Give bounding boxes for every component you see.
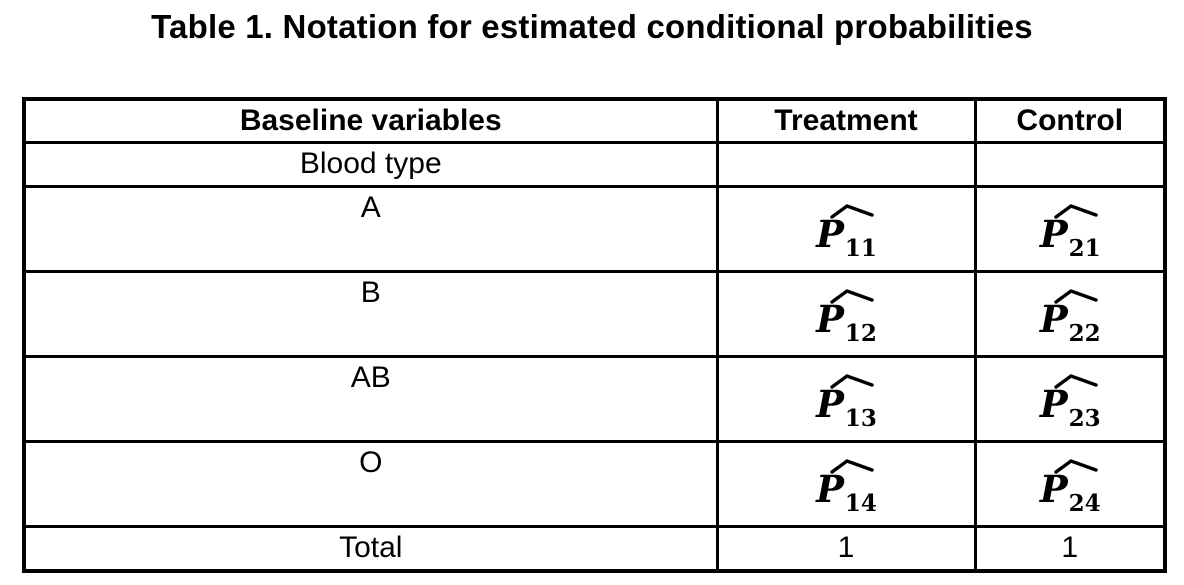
table-title: Table 1. Notation for estimated conditio…	[151, 8, 1033, 45]
p-subscript: 12	[844, 319, 877, 347]
table-row-o: O P14 P24	[22, 439, 1167, 528]
p-hat-notation: P11	[816, 203, 877, 260]
table-row-b: B P12 P22	[22, 269, 1167, 358]
hat-accent-icon	[1054, 373, 1098, 389]
row-label-b: B	[22, 269, 719, 358]
row-label-ab: AB	[22, 354, 719, 443]
row-label-blood-type: Blood type	[22, 140, 719, 188]
column-header-treatment: Treatment	[715, 97, 977, 144]
notation-table: Baseline variables Treatment Control Blo…	[22, 97, 1167, 573]
row-label-a: A	[22, 184, 719, 273]
column-header-control: Control	[973, 97, 1167, 144]
p-subscript: 24	[1068, 489, 1101, 517]
hat-accent-icon	[830, 203, 874, 219]
cell-o-control: P24	[973, 439, 1167, 528]
cell-b-control: P22	[973, 269, 1167, 358]
p-hat-notation: P12	[816, 288, 877, 345]
hat-accent-icon	[1054, 288, 1098, 304]
p-subscript: 13	[844, 404, 877, 432]
cell-o-treatment: P14	[715, 439, 977, 528]
p-subscript: 23	[1068, 404, 1101, 432]
p-hat-notation: P14	[816, 458, 877, 515]
p-hat-notation: P22	[1039, 288, 1101, 345]
column-header-baseline-variables: Baseline variables	[22, 97, 719, 144]
p-subscript: 21	[1068, 234, 1101, 262]
p-symbol: P	[1039, 466, 1068, 511]
table-row-ab: AB P13 P23	[22, 354, 1167, 443]
cell-ab-control: P23	[973, 354, 1167, 443]
p-symbol: P	[1039, 296, 1068, 341]
p-symbol: P	[816, 296, 844, 341]
p-subscript: 11	[844, 234, 877, 262]
table-row-blood-type: Blood type	[22, 140, 1167, 188]
p-subscript: 14	[844, 489, 877, 517]
p-subscript: 22	[1068, 319, 1101, 347]
cell-b-treatment: P12	[715, 269, 977, 358]
row-label-o: O	[22, 439, 719, 528]
hat-accent-icon	[1054, 458, 1098, 474]
hat-accent-icon	[830, 458, 874, 474]
cell-total-control: 1	[973, 524, 1167, 573]
cell-blood-type-control	[973, 140, 1167, 188]
table-row-a: A P11 P21	[22, 184, 1167, 273]
p-symbol: P	[816, 381, 844, 426]
p-symbol: P	[1039, 381, 1068, 426]
hat-accent-icon	[1054, 203, 1098, 219]
p-symbol: P	[1039, 211, 1068, 256]
cell-ab-treatment: P13	[715, 354, 977, 443]
p-hat-notation: P23	[1039, 373, 1101, 430]
cell-a-control: P21	[973, 184, 1167, 273]
p-symbol: P	[816, 466, 844, 511]
p-hat-notation: P13	[816, 373, 877, 430]
hat-accent-icon	[830, 288, 874, 304]
cell-total-treatment: 1	[715, 524, 977, 573]
p-symbol: P	[816, 211, 844, 256]
row-label-total: Total	[22, 524, 719, 573]
hat-accent-icon	[830, 373, 874, 389]
cell-a-treatment: P11	[715, 184, 977, 273]
cell-blood-type-treatment	[715, 140, 977, 188]
p-hat-notation: P21	[1039, 203, 1101, 260]
p-hat-notation: P24	[1039, 458, 1101, 515]
table-row-total: Total 1 1	[22, 524, 1167, 573]
table-header-row: Baseline variables Treatment Control	[22, 97, 1167, 144]
